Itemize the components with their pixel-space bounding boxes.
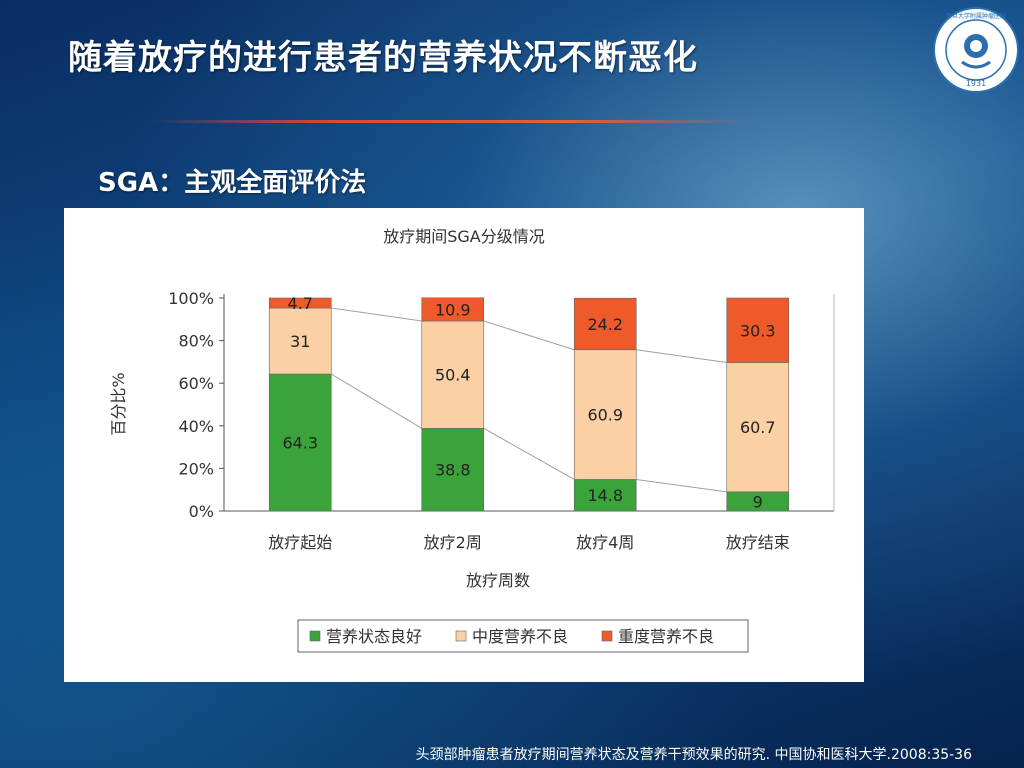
bar-segment xyxy=(421,297,485,322)
bar-segment xyxy=(726,297,790,363)
y-tick-label: 60% xyxy=(178,374,214,393)
slide-subtitle: SGA：主观全面评价法 xyxy=(98,168,367,198)
data-label: 31 xyxy=(290,332,310,351)
title-underline xyxy=(150,120,750,123)
x-tick-label: 放疗4周 xyxy=(576,533,634,552)
citation: 头颈部肿瘤患者放疗期间营养状态及营养干预效果的研究. 中国协和医科大学.2008… xyxy=(415,747,972,763)
data-label: 60.9 xyxy=(587,406,623,425)
series-connector-line xyxy=(636,349,727,364)
legend-swatch xyxy=(455,630,467,642)
y-tick-label: 100% xyxy=(168,289,214,308)
chart-ylabel: 百分比% xyxy=(109,372,128,435)
legend-label: 营养状态良好 xyxy=(326,627,422,646)
bar-segment xyxy=(421,320,485,429)
legend-label: 重度营养不良 xyxy=(618,627,714,646)
bar-segment xyxy=(268,297,332,309)
data-label: 14.8 xyxy=(587,486,623,505)
slide-title: 随着放疗的进行患者的营养状况不断恶化 xyxy=(68,38,698,78)
data-label: 30.3 xyxy=(740,321,776,340)
chart-title: 放疗期间SGA分级情况 xyxy=(383,227,545,246)
series-connector-line xyxy=(331,307,422,322)
y-tick-label: 40% xyxy=(178,417,214,436)
university-seal-icon: 复旦大学附属肿瘤医院 1931 xyxy=(933,7,1019,93)
chart-xlabel: 放疗周数 xyxy=(466,571,530,590)
logo-ring-text: 复旦大学附属肿瘤医院 xyxy=(946,12,1006,20)
series-connector-line xyxy=(636,478,727,493)
data-label: 64.3 xyxy=(282,434,318,453)
data-label: 10.9 xyxy=(435,300,471,319)
y-tick-label: 20% xyxy=(178,459,214,478)
data-label: 50.4 xyxy=(435,366,471,385)
bar-segment xyxy=(268,373,332,512)
series-connector-line xyxy=(483,427,575,480)
bar-segment xyxy=(726,362,790,493)
data-label: 9 xyxy=(753,492,763,511)
data-label: 60.7 xyxy=(740,418,776,437)
sga-stacked-bar-chart: 放疗期间SGA分级情况 百分比% 放疗周数 0% 20% 40% 60% 80% 100%… xyxy=(109,227,835,653)
data-label: 38.8 xyxy=(435,461,471,480)
y-tick-label: 80% xyxy=(178,332,214,351)
bar-segment xyxy=(573,297,637,351)
bar-segment xyxy=(573,349,637,480)
x-tick-label: 放疗结束 xyxy=(726,533,790,552)
legend-label: 中度营养不良 xyxy=(472,627,568,646)
legend-swatch xyxy=(601,630,613,642)
logo-year: 1931 xyxy=(966,79,986,88)
y-tick-label: 0% xyxy=(189,502,214,521)
legend-swatch xyxy=(309,630,321,642)
series-connector-line xyxy=(483,320,575,351)
x-tick-label: 放疗2周 xyxy=(424,533,482,552)
series-connector-line xyxy=(330,373,423,429)
bar-segment xyxy=(268,307,332,375)
x-tick-label: 放疗起始 xyxy=(268,533,332,552)
legend-box xyxy=(297,619,749,653)
data-label: 24.2 xyxy=(587,315,623,334)
chart-panel: 放疗期间SGA分级情况 百分比% 放疗周数 0% 20% 40% 60% 80% 100%… xyxy=(64,208,864,682)
bar-segment xyxy=(421,428,485,512)
data-label: 4.7 xyxy=(288,294,313,313)
